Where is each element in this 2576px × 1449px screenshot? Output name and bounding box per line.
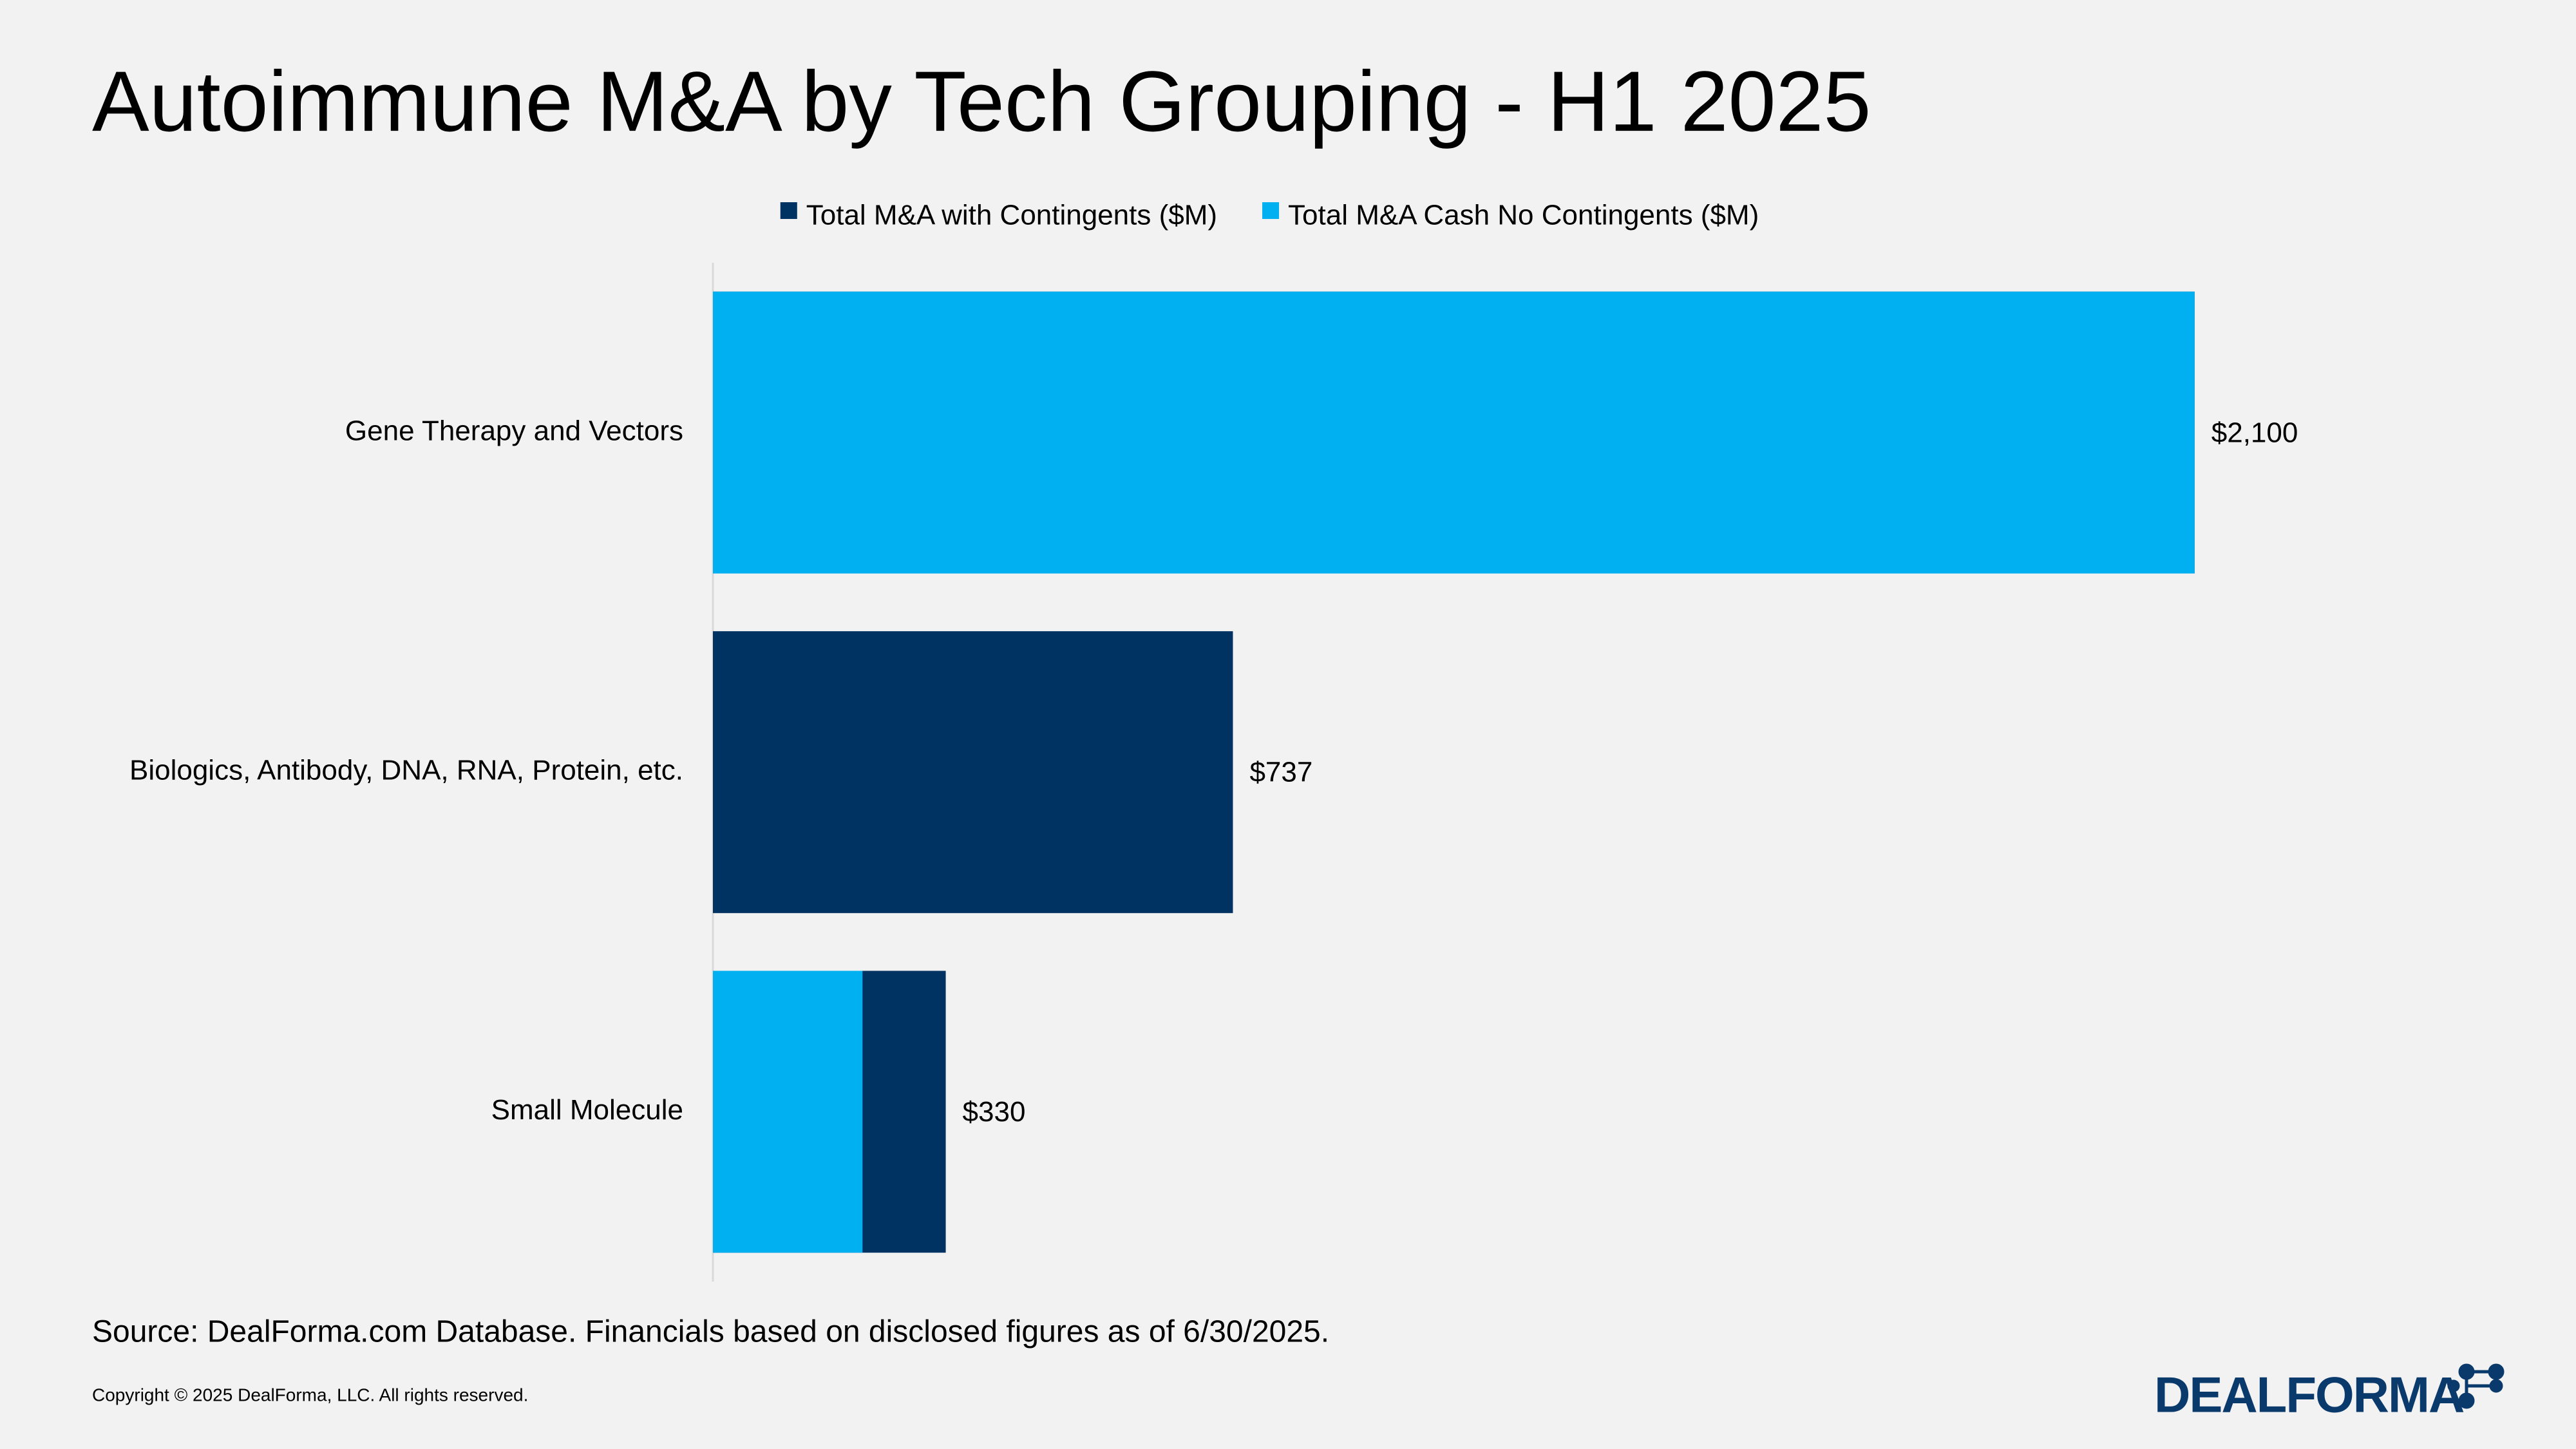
data-label: $2,100 — [2211, 417, 2298, 448]
data-label: $737 — [1249, 757, 1312, 788]
logo: DEALFORMA — [2154, 1367, 2464, 1423]
legend-label: Total M&A Cash No Contingents ($M) — [1288, 200, 1759, 231]
data-label: $330 — [963, 1096, 1026, 1128]
legend-label: Total M&A with Contingents ($M) — [806, 200, 1217, 231]
logo-dots — [2447, 1363, 2505, 1409]
bar — [713, 631, 1233, 913]
y-tick-label: Biologics, Antibody, DNA, RNA, Protein, … — [129, 755, 683, 786]
y-tick-label: Small Molecule — [491, 1094, 683, 1126]
bar — [713, 291, 2195, 574]
chart-title: Autoimmune M&A by Tech Grouping - H1 202… — [92, 54, 1871, 149]
bar — [713, 971, 863, 1253]
legend-swatch — [780, 202, 797, 219]
y-tick-label: Gene Therapy and Vectors — [345, 415, 683, 446]
source-note: Source: DealForma.com Database. Financia… — [92, 1315, 1329, 1349]
copyright: Copyright © 2025 DealForma, LLC. All rig… — [92, 1385, 528, 1405]
legend-swatch — [1262, 202, 1280, 219]
